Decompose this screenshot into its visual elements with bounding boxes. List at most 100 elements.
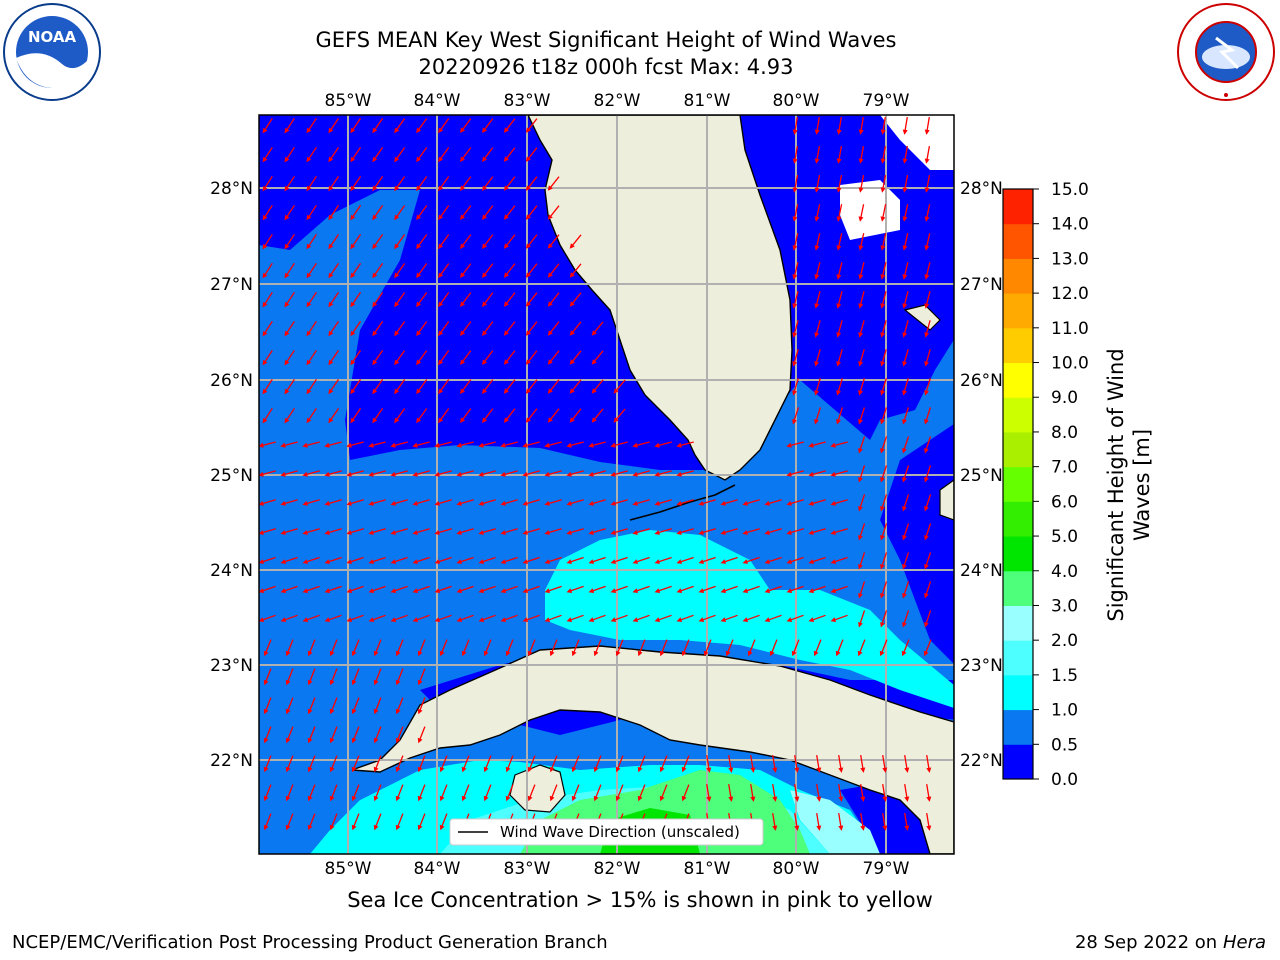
colorbar-segment bbox=[1003, 362, 1033, 398]
wind-wave-arrowhead bbox=[390, 471, 396, 477]
lat-label-left: 28°N bbox=[210, 179, 253, 199]
wind-wave-arrowhead bbox=[373, 679, 379, 686]
wind-wave-arrowhead bbox=[527, 650, 533, 657]
wind-wave-arrowhead bbox=[456, 442, 462, 448]
wind-wave-arrowhead bbox=[483, 650, 489, 657]
wind-wave-arrowhead bbox=[836, 390, 841, 396]
wind-wave-arrowhead bbox=[373, 795, 379, 802]
wind-wave-arrowhead bbox=[262, 301, 268, 308]
wind-wave-arrowhead bbox=[350, 301, 356, 308]
wind-wave-arrowhead bbox=[706, 767, 712, 773]
wind-wave-arrowhead bbox=[924, 448, 929, 454]
wind-wave-arrowhead bbox=[522, 442, 528, 448]
colorbar-tick-label: 1.5 bbox=[1051, 666, 1078, 686]
wind-wave-arrowhead bbox=[814, 361, 819, 367]
wind-wave-arrowhead bbox=[350, 127, 356, 134]
wind-wave-arrowhead bbox=[328, 214, 334, 221]
wind-wave-arrowhead bbox=[615, 795, 621, 802]
wind-wave-arrowhead bbox=[395, 708, 401, 715]
wind-wave-arrowhead bbox=[786, 501, 792, 506]
wind-wave-arrowhead bbox=[794, 796, 800, 802]
wind-wave-arrowhead bbox=[263, 708, 269, 715]
wind-wave-arrowhead bbox=[417, 708, 423, 715]
wind-wave-arrowhead bbox=[306, 417, 312, 424]
wind-wave-arrowhead bbox=[416, 359, 422, 366]
wind-wave-arrowhead bbox=[808, 617, 815, 622]
wind-wave-arrowhead bbox=[924, 332, 930, 338]
wind-wave-arrowhead bbox=[698, 530, 704, 535]
lat-label-right: 28°N bbox=[960, 179, 1003, 199]
wind-wave-arrowhead bbox=[858, 274, 864, 280]
wind-wave-arrowhead bbox=[882, 767, 888, 773]
wind-wave-arrowhead bbox=[482, 272, 487, 278]
wind-wave-arrowhead bbox=[858, 187, 864, 193]
wind-wave-arrowhead bbox=[858, 158, 864, 164]
wind-wave-arrowhead bbox=[588, 530, 594, 535]
wind-wave-arrowhead bbox=[676, 471, 682, 477]
wind-wave-arrowhead bbox=[263, 679, 269, 686]
wind-wave-arrowhead bbox=[814, 390, 819, 396]
wind-wave-arrowhead bbox=[372, 301, 378, 308]
wind-wave-arrowhead bbox=[302, 501, 308, 506]
wind-wave-arrowhead bbox=[259, 442, 264, 448]
wind-wave-arrowhead bbox=[902, 245, 908, 251]
wind-wave-arrowhead bbox=[328, 127, 334, 134]
wind-wave-arrowhead bbox=[659, 650, 665, 657]
colorbar-tick-label: 10.0 bbox=[1051, 354, 1089, 374]
wind-wave-arrowhead bbox=[373, 737, 379, 744]
wind-wave-arrowhead bbox=[880, 593, 885, 599]
wind-wave-arrowhead bbox=[306, 359, 312, 366]
wind-wave-arrowhead bbox=[814, 158, 820, 164]
wind-wave-arrowhead bbox=[926, 767, 932, 773]
wind-wave-arrowhead bbox=[394, 185, 400, 192]
wind-wave-arrowhead bbox=[394, 359, 400, 366]
wind-wave-arrowhead bbox=[346, 471, 352, 477]
wind-wave-arrowhead bbox=[416, 156, 422, 163]
wind-wave-arrowhead bbox=[329, 795, 335, 802]
wind-wave-arrowhead bbox=[836, 332, 842, 338]
wind-wave-arrowhead bbox=[284, 359, 290, 366]
wind-wave-arrowhead bbox=[858, 361, 863, 367]
wind-wave-arrowhead bbox=[306, 127, 312, 134]
wind-wave-arrowhead bbox=[460, 185, 465, 191]
lon-label-bottom: 85°W bbox=[325, 859, 372, 879]
wind-wave-arrowhead bbox=[786, 559, 792, 564]
wind-wave-arrowhead bbox=[350, 243, 356, 250]
wind-wave-arrowhead bbox=[482, 330, 487, 336]
wind-wave-arrowhead bbox=[902, 158, 908, 164]
wind-wave-arrowhead bbox=[742, 559, 748, 564]
wind-wave-arrowhead bbox=[262, 243, 268, 250]
wind-wave-arrowhead bbox=[522, 530, 528, 535]
wind-wave-arrowhead bbox=[880, 187, 886, 193]
wind-wave-arrowhead bbox=[434, 530, 440, 535]
wind-wave-arrowhead bbox=[632, 501, 638, 506]
wind-wave-arrowhead bbox=[328, 359, 334, 366]
wind-wave-arrowhead bbox=[460, 214, 465, 220]
wind-wave-arrowhead bbox=[302, 442, 308, 448]
wind-wave-arrowhead bbox=[902, 216, 908, 222]
wind-wave-arrowhead bbox=[747, 650, 753, 657]
wind-wave-arrowhead bbox=[808, 471, 814, 477]
wind-wave-arrowhead bbox=[434, 442, 440, 448]
lon-label-bottom: 82°W bbox=[594, 859, 641, 879]
wind-wave-arrowhead bbox=[588, 501, 594, 506]
wind-wave-arrowhead bbox=[902, 129, 908, 135]
colorbar-segment bbox=[1003, 223, 1033, 259]
colorbar-tick-label: 0.0 bbox=[1051, 770, 1078, 790]
wind-wave-arrowhead bbox=[394, 272, 400, 279]
colorbar-tick-label: 1.0 bbox=[1051, 701, 1078, 721]
wind-wave-arrowhead bbox=[307, 708, 313, 715]
wind-wave-arrowhead bbox=[478, 617, 485, 622]
wind-wave-arrowhead bbox=[566, 588, 573, 593]
wind-wave-arrowhead bbox=[439, 795, 445, 802]
wind-wave-arrowhead bbox=[786, 530, 792, 535]
wind-wave-arrowhead bbox=[394, 214, 400, 221]
wind-wave-arrowhead bbox=[637, 795, 643, 802]
wind-wave-arrowhead bbox=[764, 530, 770, 535]
wind-wave-arrowhead bbox=[483, 766, 489, 773]
wind-wave-arrowhead bbox=[725, 650, 731, 657]
wind-wave-arrowhead bbox=[838, 767, 844, 773]
wind-wave-arrowhead bbox=[814, 245, 820, 251]
wind-wave-arrowhead bbox=[460, 330, 465, 336]
colorbar-segment bbox=[1003, 570, 1033, 606]
